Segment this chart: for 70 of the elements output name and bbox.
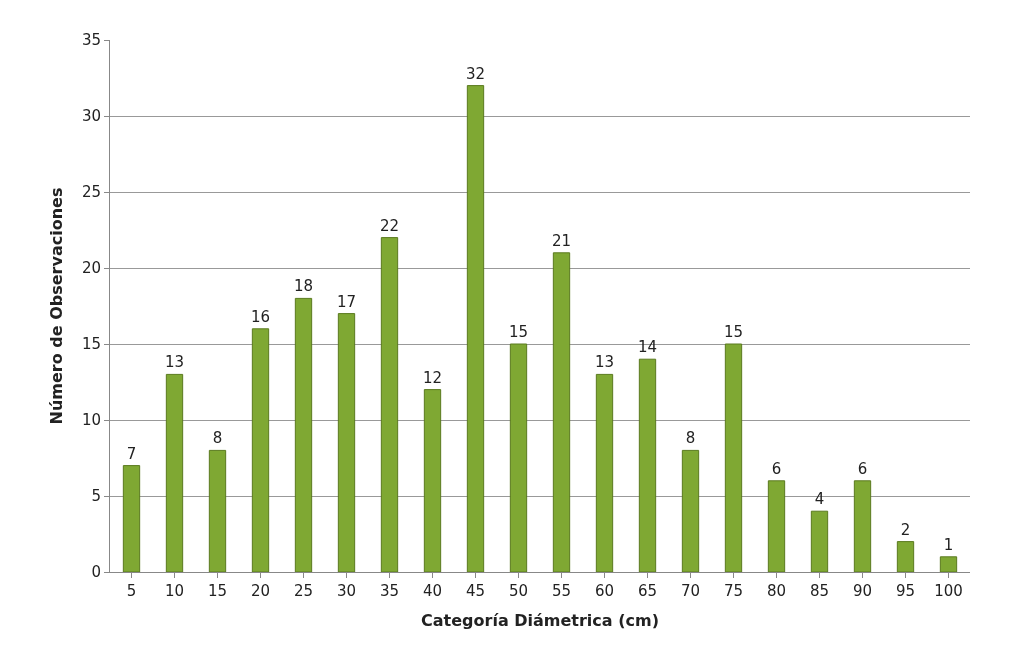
data-label: 22	[379, 216, 400, 235]
data-label: 16	[250, 307, 271, 326]
x-tick-label: 80	[766, 582, 787, 600]
data-label: 15	[508, 323, 529, 341]
x-axis-title: Categoría Diámetrica (cm)	[421, 610, 659, 630]
x-tick-label: 85	[809, 582, 830, 600]
x-tick-label: 35	[379, 582, 400, 600]
x-tick-label: 10	[164, 582, 185, 600]
data-label: 4	[814, 490, 825, 509]
bar	[122, 465, 141, 572]
data-label: 21	[551, 231, 572, 250]
y-tick-label: 35	[81, 31, 101, 50]
bar	[466, 85, 485, 572]
data-label: 7	[126, 444, 137, 463]
bar	[552, 252, 571, 572]
x-tick-label: 25	[293, 582, 314, 600]
data-label: 2	[900, 520, 911, 539]
bar	[853, 480, 872, 572]
y-tick-label: 15	[81, 335, 101, 354]
bar	[767, 480, 786, 572]
x-tick-label: 20	[250, 582, 271, 600]
bar	[724, 343, 743, 572]
bar	[681, 449, 700, 572]
bar	[380, 237, 399, 572]
x-tick-label: 60	[594, 582, 615, 600]
data-label: 18	[293, 277, 314, 296]
data-label: 6	[771, 459, 782, 478]
bar	[509, 343, 528, 572]
x-tick-label: 95	[895, 582, 916, 600]
x-tick-label: 5	[126, 582, 137, 600]
bar	[423, 389, 442, 572]
data-label: 15	[723, 323, 744, 341]
x-tick-label: 50	[508, 582, 529, 600]
data-label: 12	[422, 368, 443, 387]
data-label: 32	[465, 64, 486, 83]
y-tick-label: 20	[81, 259, 101, 278]
data-label: 13	[594, 353, 615, 372]
data-label: 8	[212, 429, 223, 448]
y-tick-label: 25	[81, 183, 101, 202]
x-tick-label: 90	[852, 582, 873, 600]
y-tick-label: 5	[91, 487, 101, 506]
bar	[337, 313, 356, 572]
y-tick-label: 30	[81, 107, 101, 126]
data-label: 8	[685, 429, 696, 448]
x-tick-label: 40	[422, 582, 443, 600]
data-label: 13	[164, 353, 185, 372]
x-tick-label: 65	[637, 582, 658, 600]
y-tick-label: 10	[81, 411, 101, 430]
bar	[208, 449, 227, 572]
x-tick-label: 70	[680, 582, 701, 600]
y-axis-title: Número de Observaciones	[46, 187, 66, 425]
bar	[595, 373, 614, 572]
x-tick-label: 100	[934, 582, 963, 600]
data-label: 6	[857, 459, 868, 478]
x-tick-label: 45	[465, 582, 486, 600]
x-tick-label: 75	[723, 582, 744, 600]
bar	[165, 373, 184, 572]
bar	[896, 541, 915, 572]
bar	[251, 328, 270, 572]
data-label: 17	[336, 292, 357, 311]
data-label: 14	[637, 338, 658, 357]
data-label: 1	[943, 535, 954, 554]
x-tick-label: 15	[207, 582, 228, 600]
bar	[638, 358, 657, 572]
x-tick-label: 30	[336, 582, 357, 600]
bar	[810, 510, 829, 572]
y-tick-label: 0	[91, 563, 101, 582]
x-tick-label: 55	[551, 582, 572, 600]
bar	[939, 556, 958, 572]
bar	[294, 297, 313, 572]
